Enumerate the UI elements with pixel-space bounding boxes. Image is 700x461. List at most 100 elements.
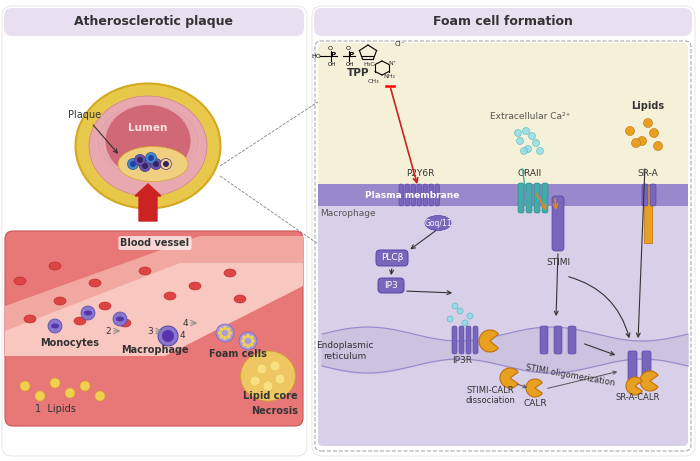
Text: H₃C: H₃C <box>363 62 374 67</box>
Text: Macrophage: Macrophage <box>320 209 376 218</box>
Circle shape <box>447 316 453 322</box>
Ellipse shape <box>139 267 151 275</box>
FancyBboxPatch shape <box>534 183 540 213</box>
Text: Lumen: Lumen <box>128 123 168 133</box>
Text: Atherosclerotic plaque: Atherosclerotic plaque <box>74 14 234 28</box>
FancyBboxPatch shape <box>554 326 562 354</box>
Circle shape <box>48 319 62 333</box>
Text: OH: OH <box>346 62 354 67</box>
Circle shape <box>467 313 473 319</box>
Text: IP3: IP3 <box>384 281 398 290</box>
Circle shape <box>242 343 246 347</box>
Circle shape <box>227 327 230 331</box>
FancyBboxPatch shape <box>452 326 457 354</box>
FancyBboxPatch shape <box>459 326 464 354</box>
FancyBboxPatch shape <box>650 184 656 206</box>
Ellipse shape <box>24 315 36 323</box>
Circle shape <box>223 336 227 340</box>
Wedge shape <box>640 371 658 391</box>
Ellipse shape <box>106 105 190 177</box>
Circle shape <box>134 154 146 165</box>
Circle shape <box>457 308 463 314</box>
Text: CALR: CALR <box>523 399 547 408</box>
Circle shape <box>216 324 234 342</box>
Text: IP3R: IP3R <box>452 356 472 365</box>
Circle shape <box>220 335 223 338</box>
Circle shape <box>249 343 253 347</box>
Text: PLCβ: PLCβ <box>381 254 403 262</box>
FancyBboxPatch shape <box>318 43 688 191</box>
Circle shape <box>228 331 232 335</box>
Circle shape <box>631 138 640 148</box>
Circle shape <box>223 326 227 330</box>
FancyBboxPatch shape <box>399 184 403 206</box>
Circle shape <box>533 140 540 147</box>
Text: Goq/11: Goq/11 <box>424 219 452 227</box>
FancyBboxPatch shape <box>552 196 564 251</box>
FancyBboxPatch shape <box>429 184 433 206</box>
Text: 4: 4 <box>182 319 188 327</box>
Circle shape <box>153 161 159 167</box>
Circle shape <box>20 381 30 391</box>
Ellipse shape <box>99 302 111 310</box>
Text: ORAII: ORAII <box>518 169 542 178</box>
Wedge shape <box>500 368 518 388</box>
Text: 2: 2 <box>105 326 111 336</box>
Circle shape <box>50 378 60 388</box>
FancyBboxPatch shape <box>542 183 548 213</box>
FancyBboxPatch shape <box>5 231 303 426</box>
Wedge shape <box>526 379 543 397</box>
Circle shape <box>524 146 531 153</box>
Circle shape <box>517 137 524 144</box>
Text: Extracellular Ca²⁺: Extracellular Ca²⁺ <box>490 112 570 120</box>
Text: O: O <box>346 46 351 51</box>
Circle shape <box>65 388 75 398</box>
Circle shape <box>638 136 647 146</box>
Ellipse shape <box>116 317 124 321</box>
Circle shape <box>241 339 245 343</box>
FancyBboxPatch shape <box>312 6 695 456</box>
FancyBboxPatch shape <box>473 326 478 354</box>
Text: O: O <box>328 46 333 51</box>
Circle shape <box>654 142 662 150</box>
Circle shape <box>95 391 105 401</box>
Bar <box>318 184 688 206</box>
Ellipse shape <box>224 269 236 277</box>
Circle shape <box>522 128 529 135</box>
FancyBboxPatch shape <box>540 326 548 354</box>
Circle shape <box>626 126 634 136</box>
Text: OH: OH <box>328 62 337 67</box>
Circle shape <box>239 332 257 350</box>
Text: STIMI: STIMI <box>546 258 570 267</box>
Circle shape <box>270 361 280 371</box>
FancyBboxPatch shape <box>318 191 688 446</box>
Text: NH₂: NH₂ <box>383 74 395 79</box>
Ellipse shape <box>164 292 176 300</box>
Ellipse shape <box>89 96 207 196</box>
Circle shape <box>275 374 285 384</box>
Text: Plasma membrane: Plasma membrane <box>365 190 459 200</box>
Circle shape <box>246 334 250 338</box>
Text: STIMI oligomerization: STIMI oligomerization <box>525 363 615 388</box>
Text: 1  Lipids: 1 Lipids <box>34 404 76 414</box>
Circle shape <box>521 148 528 154</box>
Ellipse shape <box>84 311 92 315</box>
FancyBboxPatch shape <box>642 184 648 206</box>
FancyBboxPatch shape <box>628 351 637 381</box>
FancyBboxPatch shape <box>314 8 692 36</box>
Circle shape <box>246 344 250 348</box>
Ellipse shape <box>119 319 131 327</box>
Text: 4: 4 <box>179 331 185 339</box>
Circle shape <box>162 330 174 342</box>
FancyBboxPatch shape <box>405 184 409 206</box>
Circle shape <box>220 327 223 331</box>
Ellipse shape <box>189 282 201 290</box>
Circle shape <box>81 306 95 320</box>
Circle shape <box>263 381 273 391</box>
Circle shape <box>80 381 90 391</box>
Circle shape <box>514 130 522 136</box>
Text: Monocytes: Monocytes <box>41 338 99 348</box>
Ellipse shape <box>14 277 26 285</box>
Text: TPP: TPP <box>346 68 370 78</box>
FancyBboxPatch shape <box>518 183 524 213</box>
